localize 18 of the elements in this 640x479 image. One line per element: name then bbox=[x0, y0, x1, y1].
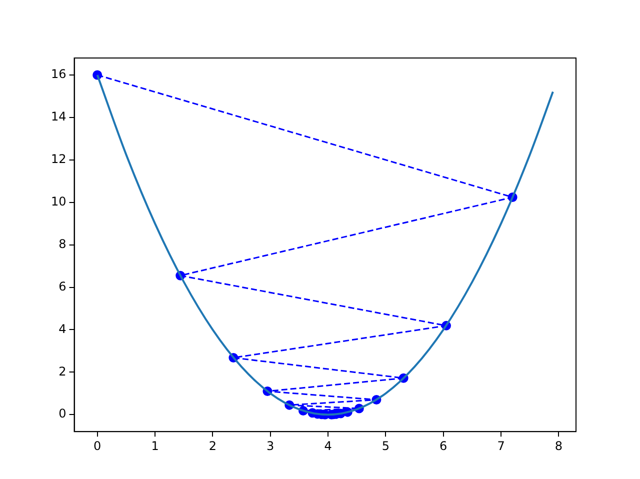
x-tick-label: 4 bbox=[324, 438, 332, 453]
x-tick-label: 1 bbox=[151, 438, 159, 453]
x-tick-label: 8 bbox=[554, 438, 563, 453]
y-tick-label: 0 bbox=[58, 406, 66, 421]
x-tick-label: 0 bbox=[94, 438, 102, 453]
y-tick-label: 14 bbox=[50, 110, 66, 124]
y-tick-label: 2 bbox=[58, 364, 66, 378]
y-tick-label: 10 bbox=[50, 194, 66, 208]
y-tick-label: 8 bbox=[58, 236, 66, 251]
x-tick-label: 5 bbox=[382, 438, 390, 453]
y-tick-label: 6 bbox=[58, 279, 66, 294]
x-tick-label: 7 bbox=[497, 438, 505, 453]
y-tick-label: 4 bbox=[58, 322, 66, 336]
y-tick-label: 16 bbox=[50, 67, 66, 82]
y-tick-label: 12 bbox=[50, 152, 66, 166]
x-tick-label: 6 bbox=[440, 438, 448, 453]
x-tick-label: 3 bbox=[266, 438, 274, 453]
x-tick-label: 2 bbox=[208, 438, 216, 453]
